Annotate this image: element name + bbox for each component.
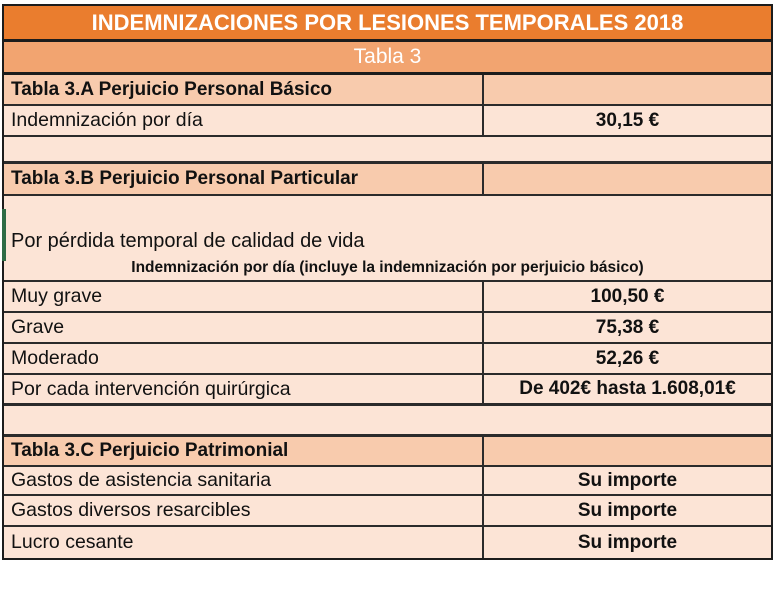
table-row: Muy grave 100,50 €	[4, 282, 771, 313]
row-value-muy-grave: 100,50 €	[590, 285, 665, 307]
green-accent-bar	[2, 209, 6, 261]
spacer-row	[4, 137, 771, 164]
row-value-gastos-asistencia: Su importe	[577, 469, 678, 491]
table-row: Lucro cesante Su importe	[4, 527, 771, 558]
row-value-lucro-cesante: Su importe	[577, 531, 678, 553]
section-header-3c-empty-cell	[484, 437, 771, 465]
indemnity-table: INDEMNIZACIONES POR LESIONES TEMPORALES …	[2, 4, 773, 560]
table-row: Gastos diversos resarcibles Su importe	[4, 496, 771, 527]
section-header-3a-empty-cell	[484, 75, 771, 104]
spacer-row	[4, 406, 771, 437]
row-label-intervencion-quirurgica: Por cada intervención quirúrgica	[4, 375, 484, 403]
row-value-indemnizacion-por-dia: 30,15 €	[595, 109, 660, 131]
section-header-3c: Tabla 3.C Perjuicio Patrimonial	[4, 437, 771, 467]
table-row: Indemnización por día 30,15 €	[4, 106, 771, 137]
merged-note-cell: Por pérdida temporal de calidad de vida …	[4, 196, 771, 282]
row-value-moderado: 52,26 €	[595, 347, 660, 369]
row-value-intervencion-quirurgica: De 402€ hasta 1.608,01€	[519, 378, 736, 399]
section-header-3c-label: Tabla 3.C Perjuicio Patrimonial	[4, 437, 484, 465]
table-row: Grave 75,38 €	[4, 313, 771, 344]
row-label-indemnizacion-por-dia: Indemnización por día	[4, 106, 484, 135]
section-header-3b-label: Tabla 3.B Perjuicio Personal Particular	[4, 164, 484, 194]
section-header-3b: Tabla 3.B Perjuicio Personal Particular	[4, 164, 771, 196]
row-label-moderado: Moderado	[4, 344, 484, 373]
table-row: Moderado 52,26 €	[4, 344, 771, 375]
note-indemnizacion-incluye: Indemnización por día (incluye la indemn…	[131, 259, 644, 276]
section-header-3a-label: Tabla 3.A Perjuicio Personal Básico	[4, 75, 484, 104]
row-label-grave: Grave	[4, 313, 484, 342]
table-title: INDEMNIZACIONES POR LESIONES TEMPORALES …	[4, 6, 771, 42]
table-row: Por cada intervención quirúrgica De 402€…	[4, 375, 771, 406]
note-perdida-temporal: Por pérdida temporal de calidad de vida	[11, 230, 365, 252]
row-label-muy-grave: Muy grave	[4, 282, 484, 311]
table-subtitle: Tabla 3	[4, 42, 771, 75]
row-value-gastos-diversos: Su importe	[577, 499, 678, 521]
table-row: Gastos de asistencia sanitaria Su import…	[4, 467, 771, 496]
section-header-3b-empty-cell	[484, 164, 771, 194]
row-label-gastos-diversos: Gastos diversos resarcibles	[4, 496, 484, 525]
row-label-lucro-cesante: Lucro cesante	[4, 527, 484, 558]
row-value-grave: 75,38 €	[595, 316, 660, 338]
section-header-3a: Tabla 3.A Perjuicio Personal Básico	[4, 75, 771, 106]
row-label-gastos-asistencia: Gastos de asistencia sanitaria	[4, 467, 484, 494]
